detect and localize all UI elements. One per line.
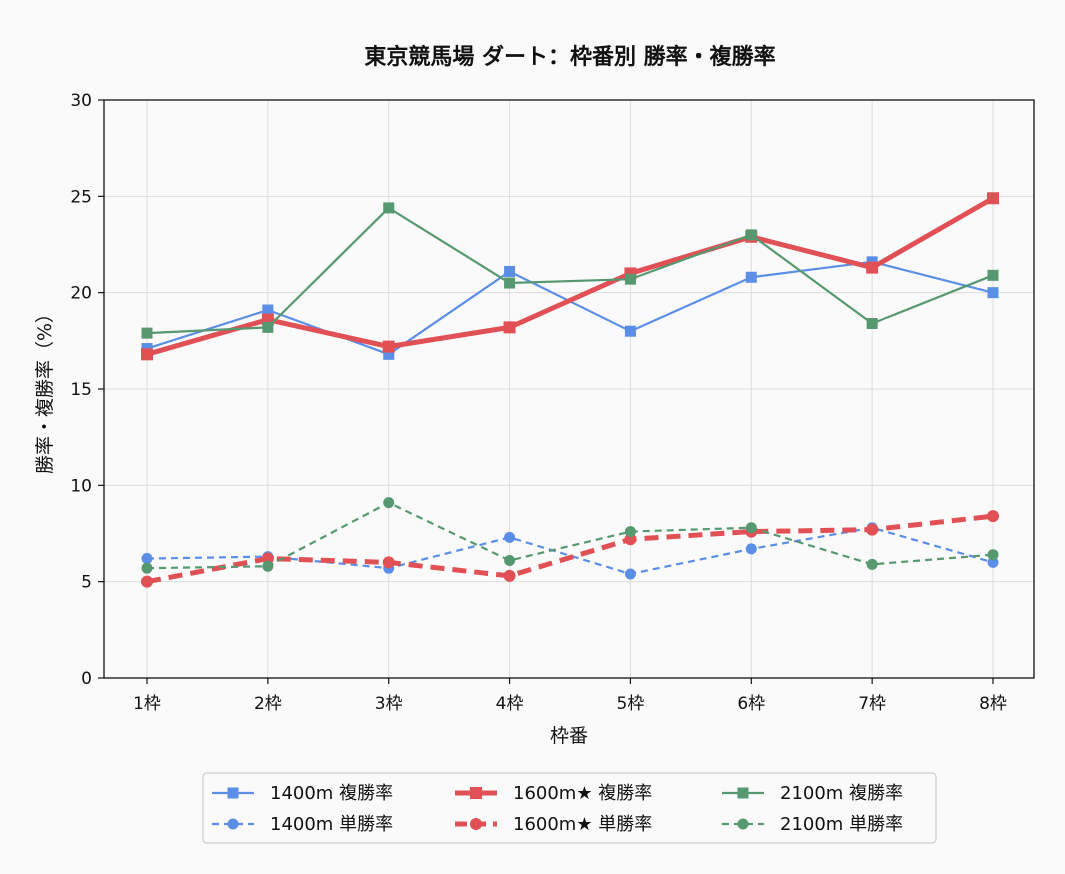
y-tick-label: 10 <box>70 476 92 496</box>
series-1600m-star-win-rate <box>141 510 999 588</box>
data-point <box>262 560 274 572</box>
data-point <box>141 562 153 574</box>
data-point <box>141 327 153 339</box>
data-point <box>987 549 999 561</box>
y-axis: 0 5 10 15 20 25 30 <box>70 91 104 689</box>
data-point <box>383 497 395 509</box>
legend-label: 1600m★ 複勝率 <box>513 783 652 804</box>
x-tick-label: 1枠 <box>133 694 161 714</box>
x-tick-label: 4枠 <box>496 694 524 714</box>
chart-title: 東京競馬場 ダート：枠番別 勝率・複勝率 <box>364 44 775 70</box>
data-point <box>745 522 757 534</box>
y-tick-label: 5 <box>81 573 92 593</box>
data-point <box>745 229 757 241</box>
legend-frame <box>202 772 937 844</box>
data-point <box>383 348 395 360</box>
legend-marker <box>470 787 482 799</box>
data-point <box>987 192 999 205</box>
data-point <box>866 558 878 570</box>
legend-entry: 1400m 複勝率 <box>212 783 393 804</box>
y-tick-label: 20 <box>70 284 92 304</box>
legend-entry: 1600m★ 単勝率 <box>455 814 652 835</box>
data-point <box>866 261 879 274</box>
data-point <box>382 556 395 569</box>
data-point <box>141 575 153 588</box>
series-line <box>146 206 994 335</box>
legend-marker <box>227 818 239 830</box>
data-point <box>987 269 999 281</box>
data-point <box>624 568 636 580</box>
legend-label: 1400m 複勝率 <box>270 783 393 804</box>
legend-label: 1400m 単勝率 <box>270 814 393 835</box>
data-point <box>745 543 757 555</box>
series-2100m-place-rate <box>141 202 999 339</box>
data-point <box>866 523 879 536</box>
series-layer <box>141 192 999 588</box>
legend-entry: 1400m 単勝率 <box>212 814 393 835</box>
y-tick-label: 25 <box>70 187 92 207</box>
x-tick-label: 5枠 <box>617 694 645 714</box>
x-tick-label: 8枠 <box>979 694 1007 714</box>
series-2100m-win-rate <box>141 497 999 574</box>
data-point <box>866 317 878 329</box>
data-point <box>262 321 274 333</box>
data-point <box>262 304 274 316</box>
data-point <box>987 287 999 299</box>
legend-label: 1600m★ 単勝率 <box>513 814 652 835</box>
x-tick-label: 7枠 <box>858 694 886 714</box>
x-tick-label: 3枠 <box>375 694 403 714</box>
y-axis-label: 勝率・複勝率（%） <box>34 304 56 474</box>
data-point <box>745 271 757 283</box>
y-tick-label: 15 <box>70 380 92 400</box>
y-tick-label: 30 <box>70 91 92 111</box>
series-line <box>146 526 994 576</box>
data-point <box>624 325 636 337</box>
x-axis: 1枠 2枠 3枠 4枠 5枠 6枠 7枠 8枠 <box>133 678 1007 714</box>
data-point <box>504 265 516 277</box>
grid <box>104 99 1034 679</box>
legend-entry: 1600m★ 複勝率 <box>455 783 652 804</box>
data-point <box>141 553 153 565</box>
x-axis-label: 枠番 <box>550 725 588 747</box>
series-1600m-star-place-rate <box>141 192 999 361</box>
data-point <box>624 526 636 538</box>
legend: 1400m 複勝率 1400m 単勝率 1600m★ 複勝率 1600m★ 単勝率 21… <box>202 772 937 844</box>
y-tick-label: 0 <box>81 669 92 689</box>
data-point <box>383 202 395 214</box>
data-point <box>503 321 516 334</box>
legend-marker <box>737 818 749 830</box>
legend-marker <box>470 818 482 830</box>
x-tick-label: 6枠 <box>737 694 765 714</box>
legend-marker <box>227 787 239 799</box>
data-point <box>382 340 395 353</box>
data-point <box>504 531 516 543</box>
series-line <box>146 260 994 356</box>
legend-entry: 2100m 複勝率 <box>722 783 903 804</box>
data-point <box>987 510 999 523</box>
data-point <box>141 348 153 361</box>
data-point <box>261 552 274 565</box>
data-point <box>504 277 516 289</box>
series-line <box>146 196 995 357</box>
legend-entry: 2100m 単勝率 <box>722 814 903 835</box>
data-point <box>504 554 516 566</box>
data-point <box>624 273 636 285</box>
data-point <box>987 556 999 568</box>
legend-label: 2100m 複勝率 <box>780 783 903 804</box>
data-point <box>624 533 637 546</box>
data-point <box>503 569 516 582</box>
x-tick-label: 2枠 <box>254 694 282 714</box>
legend-label: 2100m 単勝率 <box>780 814 903 835</box>
legend-marker <box>737 787 749 799</box>
series-line <box>146 513 994 585</box>
